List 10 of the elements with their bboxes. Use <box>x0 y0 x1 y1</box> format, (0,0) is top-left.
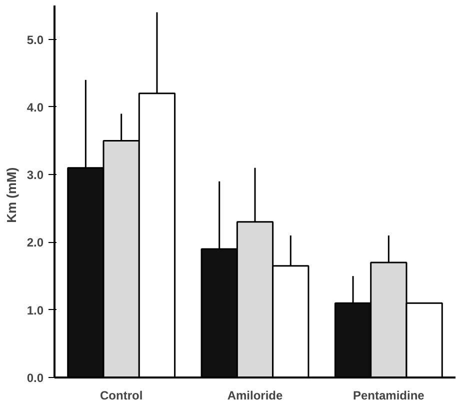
x-tick-label: Control <box>100 388 143 402</box>
y-tick-label: 3.0 <box>26 168 44 182</box>
y-tick-label: 0.0 <box>26 371 44 385</box>
y-tick-label: 2.0 <box>26 236 44 250</box>
y-axis-title: Km (mM) <box>4 167 19 223</box>
y-tick-label: 5.0 <box>26 32 44 47</box>
x-tick-label: Pentamidine <box>352 388 425 402</box>
x-tick-label: Amiloride <box>227 388 283 402</box>
y-tick-label: 1.0 <box>26 303 44 318</box>
y-tick-label: 4.0 <box>26 100 44 114</box>
